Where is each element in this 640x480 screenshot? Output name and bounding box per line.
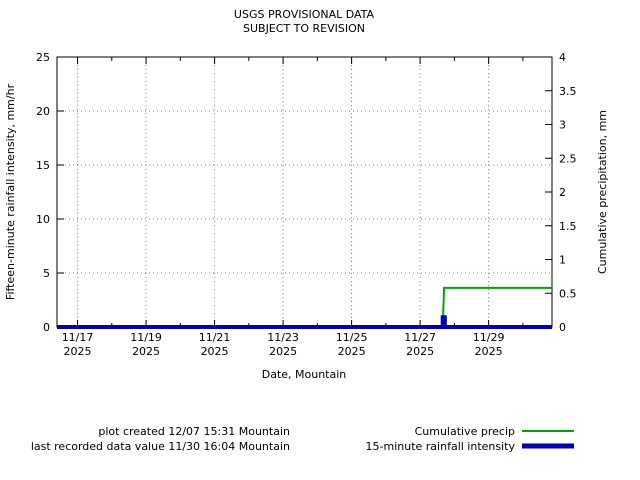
plot-area: 11/17202511/19202511/21202511/23202511/2… xyxy=(36,51,577,358)
y-right-tick-label: 2 xyxy=(559,186,566,199)
y-left-tick-label: 10 xyxy=(36,213,50,226)
x-tick-label: 2025 xyxy=(338,345,366,358)
x-tick-label: 2025 xyxy=(475,345,503,358)
y-left-tick-label: 20 xyxy=(36,105,50,118)
series-line-cumulative-precip xyxy=(57,286,552,328)
x-tick-label: 11/25 xyxy=(336,331,368,344)
x-tick-label: 11/29 xyxy=(473,331,505,344)
x-tick-label: 11/17 xyxy=(62,331,94,344)
y-right-tick-label: 4 xyxy=(559,51,566,64)
x-tick-label: 11/21 xyxy=(199,331,231,344)
y-right-tick-label: 0 xyxy=(559,321,566,334)
y-axis-label-left: Fifteen-minute rainfall intensity, mm/hr xyxy=(4,83,17,300)
x-tick-label: 2025 xyxy=(269,345,297,358)
x-tick-label: 2025 xyxy=(132,345,160,358)
x-tick-label: 2025 xyxy=(201,345,229,358)
chart-title-line1: USGS PROVISIONAL DATA xyxy=(234,8,375,21)
x-tick-label: 11/23 xyxy=(267,331,299,344)
plot-border xyxy=(56,56,553,328)
x-tick-label: 11/19 xyxy=(130,331,162,344)
y-left-tick-label: 0 xyxy=(43,321,50,334)
legend-label-intensity: 15-minute rainfall intensity xyxy=(366,440,516,453)
x-axis-label: Date, Mountain xyxy=(262,368,347,381)
y-right-tick-label: 2.5 xyxy=(559,152,577,165)
y-left-tick-label: 5 xyxy=(43,267,50,280)
y-right-tick-label: 3 xyxy=(559,119,566,132)
chart-title-line2: SUBJECT TO REVISION xyxy=(243,22,365,35)
y-right-tick-label: 1 xyxy=(559,254,566,267)
last-recorded-text: last recorded data value 11/30 16:04 Mou… xyxy=(31,440,290,453)
x-tick-label: 2025 xyxy=(64,345,92,358)
legend-label-cumulative: Cumulative precip xyxy=(415,425,515,438)
y-right-tick-label: 1.5 xyxy=(559,220,577,233)
x-tick-label: 2025 xyxy=(406,345,434,358)
y-right-tick-label: 0.5 xyxy=(559,287,577,300)
y-left-tick-label: 25 xyxy=(36,51,50,64)
y-axis-label-right: Cumulative precipitation, mm xyxy=(596,110,609,274)
y-left-tick-label: 15 xyxy=(36,159,50,172)
series-line-15-minute-rainfall-intensity xyxy=(57,315,552,329)
plot-created-text: plot created 12/07 15:31 Mountain xyxy=(98,425,290,438)
y-right-tick-label: 3.5 xyxy=(559,85,577,98)
x-tick-label: 11/27 xyxy=(404,331,436,344)
